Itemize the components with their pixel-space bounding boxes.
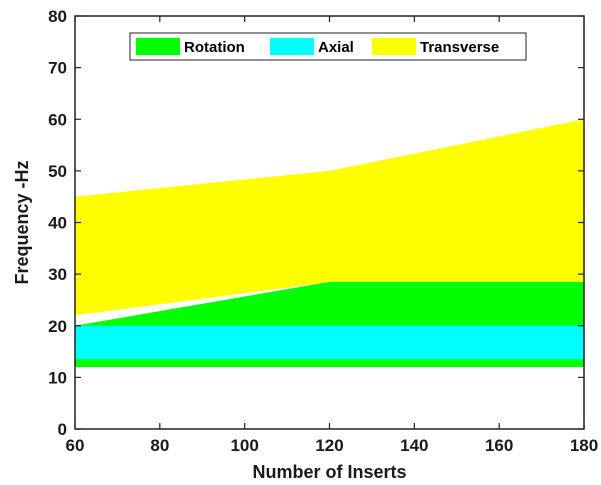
legend-label-rotation: Rotation [184, 39, 245, 56]
legend-swatch-axial [270, 38, 314, 55]
x-tick-label: 80 [150, 436, 169, 455]
x-tick-label: 160 [485, 436, 513, 455]
axis-ticks: 60 80 100 120 140 160 180 0 10 20 30 40 50 60 70 80 [48, 7, 598, 455]
x-axis-label: Number of Inserts [252, 462, 406, 482]
y-tick-label: 20 [48, 317, 67, 336]
legend-swatch-transverse [372, 38, 416, 55]
x-tick-label: 120 [315, 436, 343, 455]
x-tick-label: 60 [66, 436, 85, 455]
x-tick-label: 140 [400, 436, 428, 455]
legend-label-axial: Axial [318, 39, 354, 56]
y-tick-label: 0 [58, 420, 67, 439]
area-band-axial [75, 325, 584, 360]
y-tick-label: 50 [48, 162, 67, 181]
y-tick-label: 40 [48, 214, 67, 233]
legend-swatch-rotation [136, 38, 180, 55]
y-tick-label: 30 [48, 265, 67, 284]
y-tick-label: 60 [48, 110, 67, 129]
x-tick-label: 180 [570, 436, 598, 455]
plot-area [75, 119, 584, 368]
y-tick-label: 10 [48, 368, 67, 387]
x-tick-label: 100 [230, 436, 258, 455]
legend-box [129, 32, 527, 61]
legend: Rotation Axial Transverse [129, 32, 527, 61]
area-band-transverse [75, 119, 584, 316]
y-axis-label: Frequency -Hz [12, 160, 32, 284]
legend-label-transverse: Transverse [420, 39, 499, 56]
y-tick-label: 70 [48, 59, 67, 78]
y-tick-label: 80 [48, 7, 67, 26]
